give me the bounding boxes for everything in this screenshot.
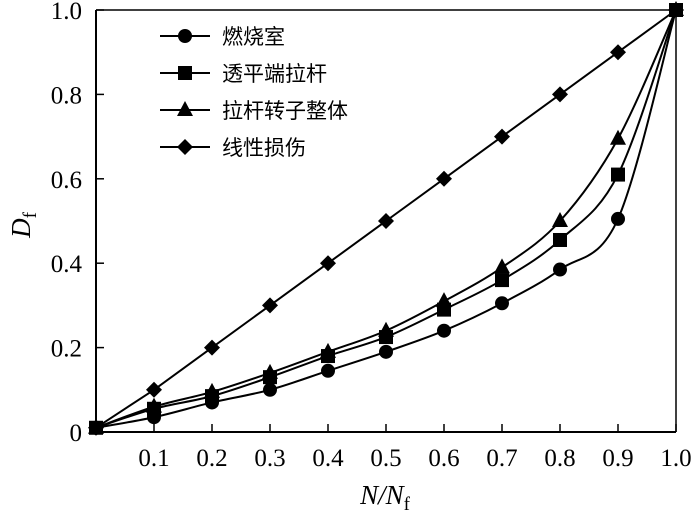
y-axis: 0 0.2 0.4 0.6 0.8 1.0 [51, 0, 104, 447]
x-tick-label: 0.6 [428, 445, 459, 472]
legend-item: 线性损伤 [160, 136, 306, 160]
data-point-diamond [204, 339, 220, 356]
data-point-circle [263, 382, 277, 397]
y-tick-label: 1.0 [51, 0, 82, 25]
data-point-diamond [610, 44, 626, 61]
data-point-triangle [610, 129, 626, 145]
x-tick-label: 0.8 [544, 445, 575, 472]
data-point-square [553, 232, 567, 247]
data-point-triangle [494, 258, 510, 274]
series-triangle [88, 1, 684, 434]
y-tick-label: 0.2 [51, 336, 82, 363]
data-point-diamond [668, 2, 684, 18]
data-point-triangle [204, 382, 220, 398]
data-point-triangle [320, 342, 336, 358]
x-tick-label: 0.1 [138, 445, 169, 472]
x-tick-label: 0.7 [486, 445, 517, 472]
y-tick-label: 0.4 [51, 251, 83, 278]
data-point-diamond [146, 381, 162, 398]
legend-label: 透平端拉杆 [222, 62, 327, 86]
x-axis-title: N/Nf [359, 480, 411, 515]
x-tick-label: 0.3 [254, 445, 285, 472]
legend-marker-square [178, 66, 192, 80]
y-tick-label: 0.6 [51, 167, 82, 194]
y-axis-title: Df [6, 211, 41, 239]
legend-marker-diamond [177, 139, 193, 155]
data-point-diamond [494, 128, 510, 145]
legend-label: 燃烧室 [222, 25, 285, 49]
data-point-circle [321, 363, 335, 378]
data-point-triangle [552, 212, 568, 227]
data-point-triangle [262, 363, 278, 379]
data-point-diamond [88, 419, 104, 436]
legend-item: 拉杆转子整体 [160, 99, 348, 123]
x-tick-label: 1.0 [660, 445, 691, 472]
legend-item: 燃烧室 [160, 25, 285, 49]
legend-marker-circle [178, 29, 192, 43]
data-point-circle [437, 323, 451, 338]
data-point-square [611, 167, 625, 182]
data-point-circle [379, 344, 393, 359]
data-point-diamond [378, 213, 394, 229]
data-point-triangle [146, 397, 162, 413]
y-tick-label: 0 [70, 420, 83, 447]
legend-label: 拉杆转子整体 [222, 99, 348, 123]
legend-label: 线性损伤 [222, 136, 306, 160]
data-point-triangle [436, 292, 452, 308]
series-diamond [88, 2, 684, 436]
legend-marker-triangle [177, 101, 193, 116]
x-axis: 0.1 0.2 0.3 0.4 0.5 0.6 0.7 0.8 0.9 1.0 [138, 424, 692, 472]
data-point-circle [495, 296, 509, 311]
data-point-diamond [436, 170, 452, 187]
plot-frame [95, 9, 677, 433]
data-point-circle [553, 262, 567, 277]
data-point-square [495, 273, 509, 288]
series-layer [88, 1, 684, 436]
x-tick-label: 0.9 [602, 445, 633, 472]
data-point-diamond [262, 297, 278, 314]
data-point-circle [611, 211, 625, 226]
x-tick-label: 0.5 [370, 445, 401, 472]
x-tick-label: 0.4 [312, 445, 344, 472]
legend-item: 透平端拉杆 [160, 62, 327, 86]
data-point-diamond [552, 86, 568, 103]
y-tick-label: 0.8 [51, 82, 82, 109]
data-point-triangle [378, 321, 394, 337]
data-point-diamond [320, 255, 336, 272]
x-tick-label: 0.2 [196, 445, 227, 472]
